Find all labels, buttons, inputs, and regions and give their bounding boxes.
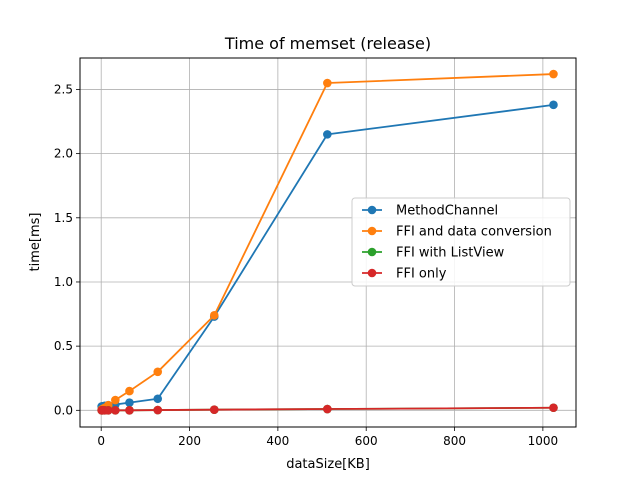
legend-label: MethodChannel [396, 204, 498, 219]
x-tick-label: 1000 [528, 434, 559, 448]
plot-frame [79, 57, 577, 428]
legend: MethodChannel FFI and data conversion FFI … [351, 197, 571, 287]
y-tick-label: 2.0 [54, 147, 73, 161]
data-point [111, 406, 120, 415]
series-ffi-only [97, 403, 558, 415]
chart-title: Time of memset (release) [224, 34, 431, 53]
legend-item: FFI with ListView [362, 246, 505, 261]
y-tick-label: 1.0 [54, 275, 73, 289]
y-tick-label: 1.5 [54, 211, 73, 225]
legend-item: MethodChannel [362, 204, 498, 219]
data-point [153, 367, 163, 377]
legend-box [351, 197, 571, 287]
legend-marker [367, 247, 377, 257]
data-point [125, 406, 134, 415]
data-point [323, 404, 332, 414]
data-point [549, 100, 558, 110]
y-axis-label: time[ms] [28, 213, 43, 272]
y-tick-label: 0.0 [54, 403, 73, 417]
legend-label: FFI with ListView [396, 246, 505, 261]
data-point [323, 130, 332, 139]
data-point [323, 78, 332, 88]
legend-item: FFI and data conversion [362, 225, 552, 240]
x-axis-label: dataSize[KB] [286, 457, 370, 472]
x-tick-label: 800 [443, 434, 466, 448]
legend-item: FFI only [362, 267, 447, 282]
legend-marker [367, 205, 377, 215]
data-point [549, 403, 558, 413]
data-point [125, 386, 134, 396]
legend-marker [367, 268, 377, 278]
data-point [209, 311, 219, 320]
x-tick-label: 600 [355, 434, 378, 448]
y-tick-label: 0.5 [54, 339, 73, 353]
data-point [103, 406, 113, 415]
x-tick-label: 0 [97, 434, 105, 448]
data-point [125, 398, 134, 407]
y-tick-label: 2.5 [54, 82, 73, 96]
legend-marker [367, 226, 377, 236]
data-point [111, 395, 120, 405]
x-tick-label: 200 [178, 434, 201, 448]
data-point [549, 69, 558, 79]
data-point [153, 394, 163, 404]
legend-label: FFI only [396, 267, 447, 282]
series-group [97, 69, 558, 415]
data-point [153, 405, 163, 415]
data-point [209, 405, 219, 414]
axis-ticks: 0 200 400 600 800 1000 0.0 0.5 1.0 1.5 2.0 2.5 [54, 82, 558, 448]
legend-label: FFI and data conversion [396, 225, 552, 240]
x-tick-label: 400 [266, 434, 289, 448]
